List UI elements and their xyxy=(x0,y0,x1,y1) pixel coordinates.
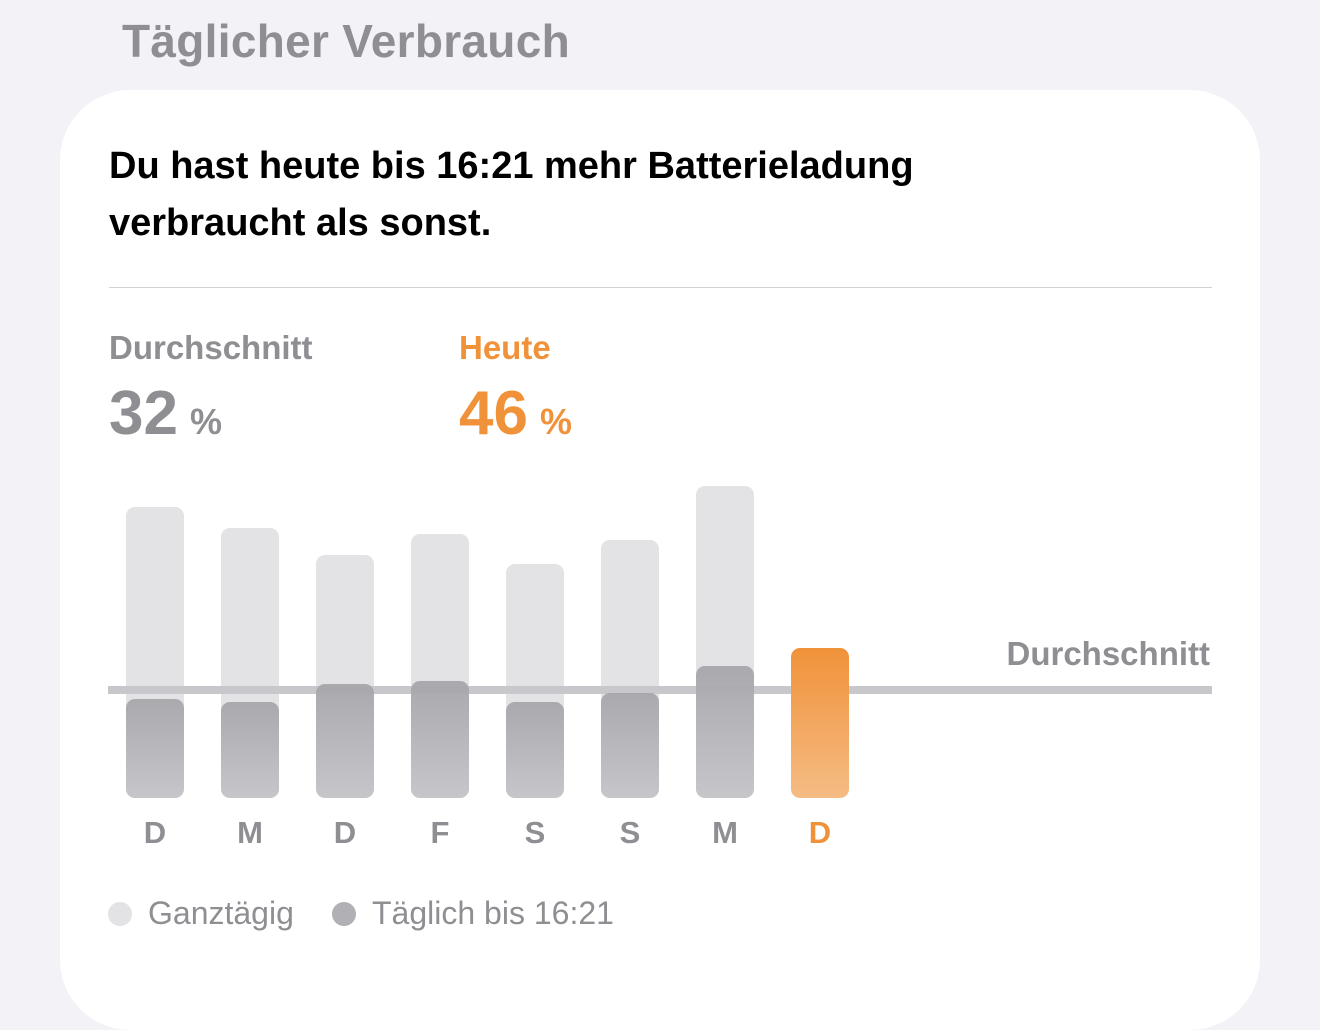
divider xyxy=(109,287,1212,288)
bar-today xyxy=(791,648,849,798)
average-value: 32% xyxy=(109,378,222,449)
day-label-0: D xyxy=(144,815,166,850)
usage-headline: Du hast heute bis 16:21 mehr Batterielad… xyxy=(109,145,914,244)
day-label-3: F xyxy=(431,815,450,850)
bar-until-time-1 xyxy=(221,702,279,798)
usage-bar-chart: Durchschnitt D M D F S S M D xyxy=(108,486,1212,850)
average-reference-line xyxy=(108,686,1212,694)
day-label-2: D xyxy=(334,815,356,850)
today-unit: % xyxy=(539,401,572,442)
reference-line-label: Durchschnitt xyxy=(1006,635,1210,672)
day-label-1: M xyxy=(237,815,263,850)
day-label-6: M xyxy=(712,815,738,850)
section-title: Täglicher Verbrauch xyxy=(122,15,570,67)
day-label-4: S xyxy=(525,815,546,850)
average-number: 32 xyxy=(109,379,178,448)
legend-full-day-label: Ganztägig xyxy=(148,895,294,931)
average-label: Durchschnitt xyxy=(109,329,313,366)
day-label-7: D xyxy=(809,815,831,850)
legend-full-day: Ganztägig xyxy=(108,895,294,932)
legend-full-day-dot xyxy=(108,901,132,926)
bar-until-time-6 xyxy=(696,666,754,798)
today-label: Heute xyxy=(459,329,551,366)
today-number: 46 xyxy=(459,379,528,448)
bar-until-time-0 xyxy=(126,699,184,798)
legend-until-time-dot xyxy=(332,901,356,926)
today-value: 46% xyxy=(459,378,572,449)
legend-until-time-label: Täglich bis 16:21 xyxy=(372,895,614,931)
legend-until-time: Täglich bis 16:21 xyxy=(332,895,614,932)
bar-until-time-3 xyxy=(411,681,469,798)
bar-until-time-5 xyxy=(601,693,659,798)
bar-until-time-4 xyxy=(506,702,564,798)
bar-until-time-2 xyxy=(316,684,374,798)
average-unit: % xyxy=(189,401,222,442)
day-label-5: S xyxy=(620,815,641,850)
